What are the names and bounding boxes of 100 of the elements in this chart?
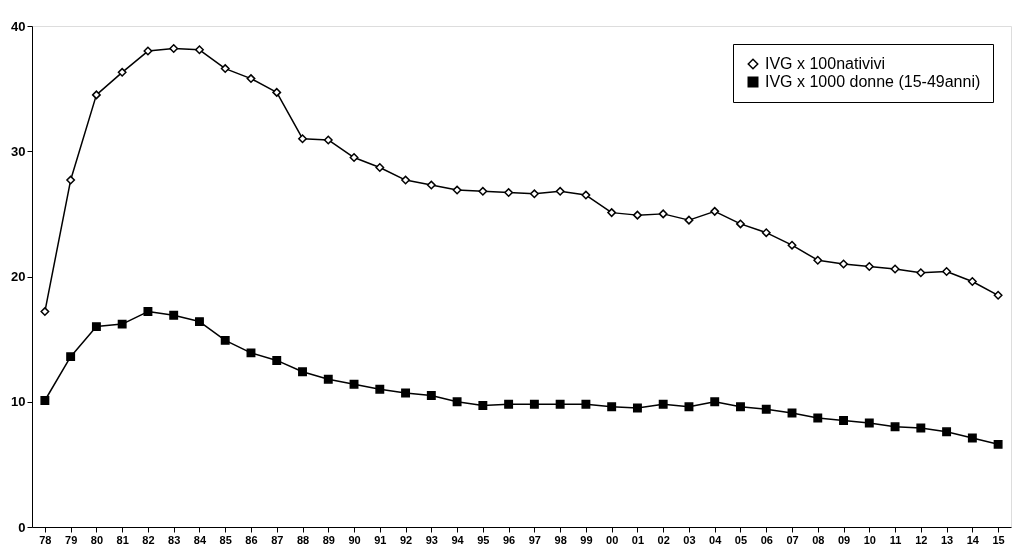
x-tick-label: 07	[786, 533, 799, 546]
point	[504, 188, 514, 198]
x-tick-label: 99	[580, 533, 593, 546]
point	[864, 418, 874, 428]
point	[529, 189, 539, 199]
x-tick-label: 98	[554, 533, 567, 546]
y-tick-label: 10	[11, 394, 26, 410]
x-tick-label: 12	[915, 533, 928, 546]
x-tick-label: 09	[837, 533, 851, 546]
y-tick-label: 40	[11, 18, 26, 34]
point	[117, 67, 127, 77]
x-tick-label: 92	[399, 533, 413, 546]
point	[684, 215, 694, 225]
point	[349, 379, 359, 389]
point	[736, 402, 745, 412]
x-tick-label: 93	[425, 533, 438, 546]
point	[581, 190, 591, 200]
legend-label: IVG x 100nativivi	[765, 55, 886, 72]
point	[736, 219, 745, 229]
point	[117, 319, 127, 329]
point	[323, 135, 333, 145]
point	[66, 352, 76, 362]
x-tick-label: 00	[606, 533, 619, 546]
point	[401, 175, 411, 185]
point	[813, 255, 823, 265]
x-tick-label: 15	[992, 533, 1005, 546]
point	[426, 180, 436, 190]
point	[323, 374, 333, 384]
point	[401, 388, 411, 398]
point	[942, 427, 952, 437]
point	[91, 322, 101, 332]
point	[787, 240, 797, 250]
point	[529, 399, 539, 409]
x-tick-label: 90	[348, 533, 361, 546]
point	[890, 264, 900, 274]
point	[246, 74, 256, 84]
point	[839, 416, 848, 425]
x-tick-label: 80	[90, 533, 104, 546]
x-tick-label: 02	[657, 533, 670, 546]
point	[246, 348, 256, 358]
y-tick-label: 30	[11, 143, 26, 159]
point	[40, 396, 50, 405]
point	[761, 228, 771, 238]
x-tick-label: 10	[863, 533, 876, 546]
point	[272, 355, 282, 365]
point	[890, 422, 900, 432]
point	[710, 397, 720, 407]
point	[143, 46, 153, 56]
x-tick-label: 14	[966, 533, 980, 546]
point	[349, 153, 359, 162]
point	[143, 307, 153, 317]
point	[993, 290, 1003, 300]
x-tick-label: 83	[168, 533, 181, 546]
x-tick-label: 08	[812, 533, 825, 546]
point	[607, 402, 617, 412]
x-tick-label: 11	[889, 533, 902, 546]
x-tick-label: 88	[296, 533, 310, 546]
point	[916, 423, 926, 433]
point	[864, 262, 874, 271]
point	[220, 335, 230, 345]
point	[478, 401, 488, 410]
point	[632, 210, 642, 220]
point	[426, 391, 436, 400]
point	[658, 399, 668, 409]
point	[710, 206, 720, 216]
x-tick-label: 85	[219, 533, 232, 546]
point	[555, 186, 565, 196]
point	[942, 267, 952, 276]
point	[375, 163, 385, 172]
point	[298, 367, 307, 377]
x-tick-label: 78	[39, 533, 52, 546]
x-tick-label: 06	[760, 533, 773, 546]
x-tick-label: 82	[142, 533, 155, 546]
y-tick-label: 0	[18, 519, 26, 535]
x-tick-label: 03	[683, 533, 696, 546]
point	[632, 403, 642, 413]
point	[40, 307, 50, 317]
x-tick-label: 87	[271, 533, 284, 546]
y-tick-label: 20	[11, 269, 26, 284]
point	[607, 208, 617, 218]
point	[195, 45, 204, 55]
point	[298, 134, 307, 144]
point	[375, 384, 385, 394]
point	[91, 90, 101, 100]
point	[839, 259, 848, 269]
point	[66, 175, 76, 185]
x-tick-label: 79	[65, 533, 78, 546]
point	[504, 399, 514, 409]
point	[581, 399, 591, 409]
point	[993, 439, 1003, 449]
x-tick-label: 97	[528, 533, 542, 546]
point	[684, 402, 694, 412]
x-tick-label: 89	[322, 533, 335, 546]
x-tick-label: 01	[631, 533, 645, 546]
x-tick-label: 05	[734, 533, 748, 546]
point	[452, 397, 462, 407]
x-tick-label: 96	[502, 533, 516, 546]
point	[658, 209, 668, 219]
x-tick-label: 91	[374, 533, 387, 546]
x-tick-label: 94	[451, 533, 465, 546]
